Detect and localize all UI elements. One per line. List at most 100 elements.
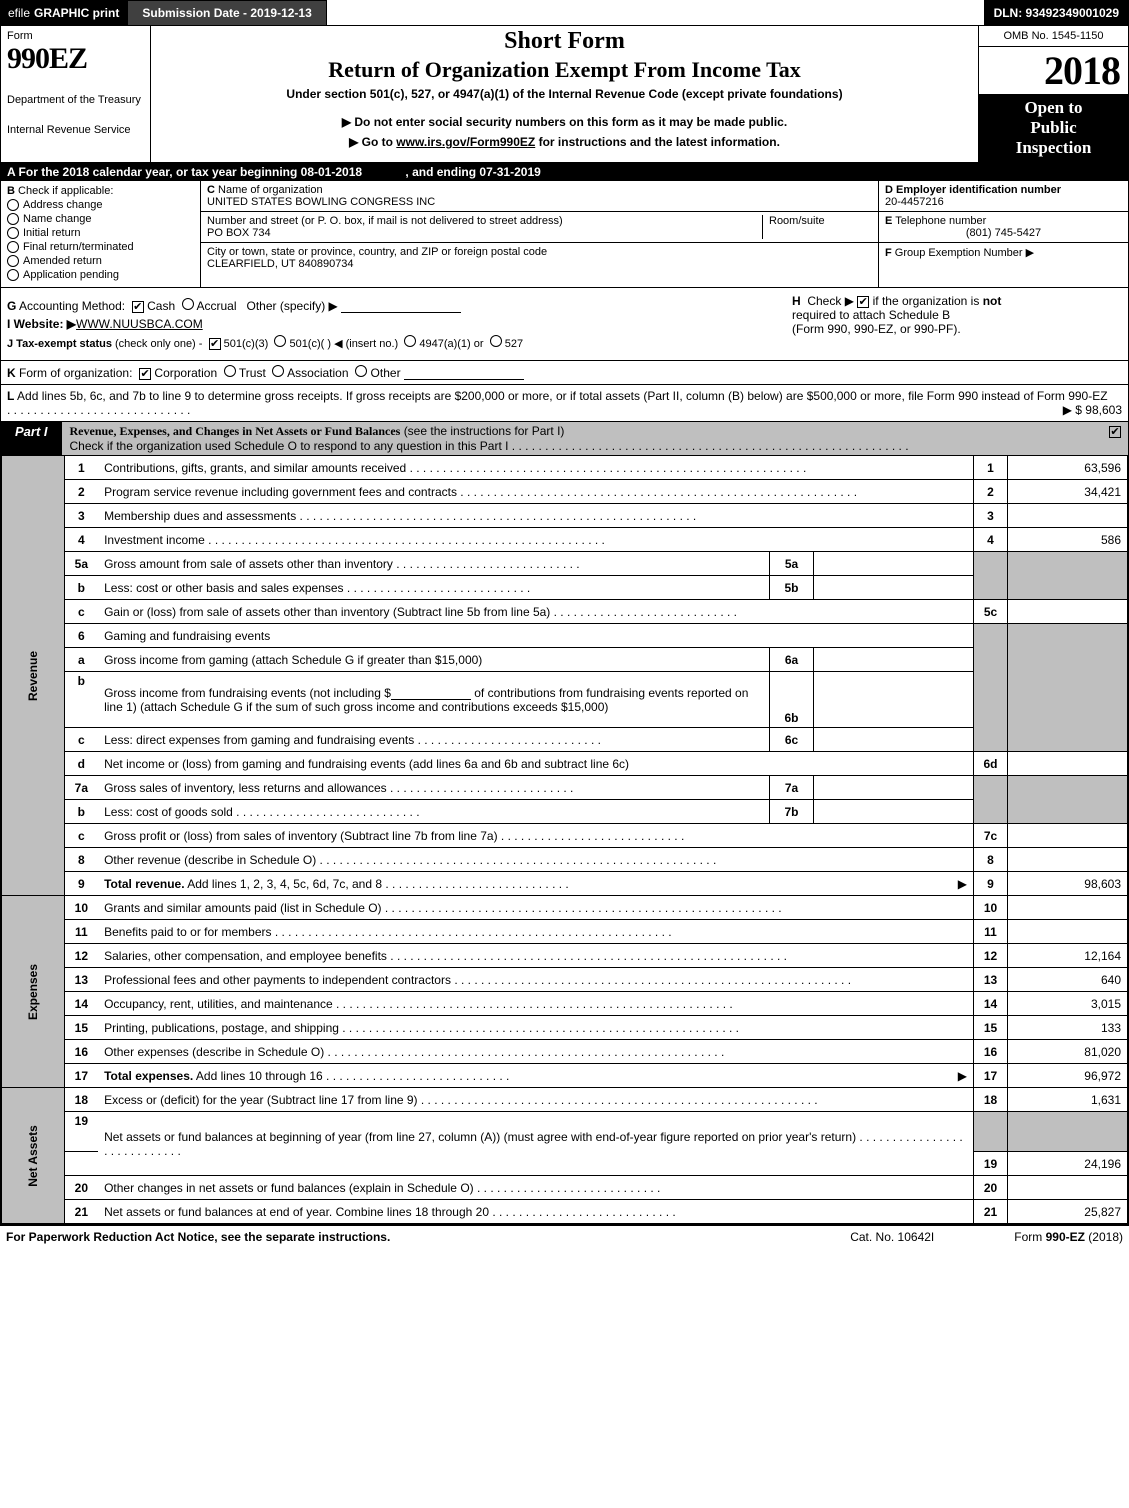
netassets-sidelabel: Net Assets bbox=[2, 1088, 65, 1224]
org-city-row: City or town, state or province, country… bbox=[201, 243, 878, 273]
checkbox-corp[interactable] bbox=[139, 368, 151, 380]
checkbox-h[interactable] bbox=[857, 296, 869, 308]
line9-value: 98,603 bbox=[1008, 872, 1128, 896]
omb-number: OMB No. 1545-1150 bbox=[979, 26, 1128, 47]
website-link[interactable]: WWW.NUUSBCA.COM bbox=[76, 317, 203, 331]
ssn-warning: ▶ Do not enter social security numbers o… bbox=[159, 115, 970, 129]
table-row: 11 Benefits paid to or for members 11 bbox=[2, 920, 1128, 944]
dept-treasury: Department of the Treasury bbox=[7, 94, 144, 106]
org-street-row: Number and street (or P. O. box, if mail… bbox=[201, 212, 878, 243]
checkbox-column: B Check if applicable: Address change Na… bbox=[1, 181, 201, 287]
filing-info-row: B Check if applicable: Address change Na… bbox=[1, 181, 1128, 288]
form-number: 990EZ bbox=[7, 42, 144, 76]
part1-check bbox=[1102, 422, 1128, 455]
org-name-row: C Name of organization UNITED STATES BOW… bbox=[201, 181, 878, 212]
table-row: c Less: direct expenses from gaming and … bbox=[2, 728, 1128, 752]
row-a-begin: A For the 2018 calendar year, or tax yea… bbox=[7, 165, 362, 179]
tax-year: 2018 bbox=[979, 47, 1128, 94]
table-row: a Gross income from gaming (attach Sched… bbox=[2, 648, 1128, 672]
submission-date-tab: Submission Date - 2019-12-13 bbox=[127, 0, 326, 26]
circle-icon[interactable] bbox=[7, 199, 19, 211]
l-amount: ▶ $ 98,603 bbox=[1063, 403, 1122, 417]
org-street: PO BOX 734 bbox=[207, 227, 271, 239]
ein-value: 20-4457216 bbox=[885, 196, 944, 208]
table-row: 17 Total expenses. Add lines 10 through … bbox=[2, 1064, 1128, 1088]
table-row: c Gross profit or (loss) from sales of i… bbox=[2, 824, 1128, 848]
topbar-spacer bbox=[327, 0, 984, 26]
circle-accrual[interactable] bbox=[182, 298, 194, 310]
other-specify-blank bbox=[341, 299, 461, 313]
circle-other[interactable] bbox=[355, 365, 367, 377]
circle-icon[interactable] bbox=[7, 227, 19, 239]
row-a-taxyear: A For the 2018 calendar year, or tax yea… bbox=[1, 163, 1128, 181]
b-label: B Check if applicable: bbox=[7, 185, 194, 197]
org-info-column: C Name of organization UNITED STATES BOW… bbox=[201, 181, 878, 287]
circle-527[interactable] bbox=[490, 335, 502, 347]
expenses-sidelabel: Expenses bbox=[2, 896, 65, 1088]
line4-value: 586 bbox=[1008, 528, 1128, 552]
checkbox-501c3[interactable] bbox=[209, 338, 221, 350]
table-row: 7a Gross sales of inventory, less return… bbox=[2, 776, 1128, 800]
i-website: I Website: ▶WWW.NUUSBCA.COM bbox=[7, 317, 784, 331]
form-label: Form bbox=[7, 30, 144, 42]
subtitle: Under section 501(c), 527, or 4947(a)(1)… bbox=[159, 87, 970, 101]
efile-prefix: efile bbox=[8, 6, 30, 20]
part1-header: Part I Revenue, Expenses, and Changes in… bbox=[1, 422, 1128, 455]
circle-assoc[interactable] bbox=[272, 365, 284, 377]
table-row: 20 Other changes in net assets or fund b… bbox=[2, 1176, 1128, 1200]
table-row: 9 Total revenue. Add lines 1, 2, 3, 4, 5… bbox=[2, 872, 1128, 896]
table-row: 4 Investment income 4 586 bbox=[2, 528, 1128, 552]
irs-link[interactable]: www.irs.gov/Form990EZ bbox=[396, 135, 535, 149]
l-dots bbox=[7, 403, 190, 417]
efile-tab: efile GRAPHIC print bbox=[0, 0, 127, 26]
circle-4947[interactable] bbox=[404, 335, 416, 347]
table-row: 12 Salaries, other compensation, and emp… bbox=[2, 944, 1128, 968]
form-container: Form 990EZ Department of the Treasury In… bbox=[0, 26, 1129, 1225]
checkbox-part1[interactable] bbox=[1109, 426, 1121, 438]
chk-amended: Amended return bbox=[7, 255, 194, 267]
phone-block: E Telephone number (801) 745-5427 bbox=[879, 212, 1128, 243]
table-row: Revenue 1 Contributions, gifts, grants, … bbox=[2, 456, 1128, 480]
goto-note: ▶ Go to www.irs.gov/Form990EZ for instru… bbox=[159, 135, 970, 149]
form-header: Form 990EZ Department of the Treasury In… bbox=[1, 26, 1128, 163]
paperwork-notice: For Paperwork Reduction Act Notice, see … bbox=[6, 1230, 850, 1244]
circle-icon[interactable] bbox=[7, 241, 19, 253]
line17-value: 96,972 bbox=[1008, 1064, 1128, 1088]
table-row: b Less: cost of goods sold 7b bbox=[2, 800, 1128, 824]
g-accounting: G Accounting Method: Cash Accrual Other … bbox=[7, 298, 784, 313]
phone-value: (801) 745-5427 bbox=[885, 227, 1122, 239]
circle-icon[interactable] bbox=[7, 269, 19, 281]
table-row: 13 Professional fees and other payments … bbox=[2, 968, 1128, 992]
circle-icon[interactable] bbox=[7, 255, 19, 267]
insp-line1: Open to bbox=[981, 98, 1126, 118]
table-row: c Gain or (loss) from sale of assets oth… bbox=[2, 600, 1128, 624]
circle-icon[interactable] bbox=[7, 213, 19, 225]
org-city: CLEARFIELD, UT 840890734 bbox=[207, 258, 354, 270]
line15-value: 133 bbox=[1008, 1016, 1128, 1040]
chk-address: Address change bbox=[7, 199, 194, 211]
chk-final: Final return/terminated bbox=[7, 241, 194, 253]
gh-block: G Accounting Method: Cash Accrual Other … bbox=[1, 288, 1128, 361]
table-row: 5a Gross amount from sale of assets othe… bbox=[2, 552, 1128, 576]
org-name: UNITED STATES BOWLING CONGRESS INC bbox=[207, 196, 435, 208]
table-row: 19 Net assets or fund balances at beginn… bbox=[2, 1112, 1128, 1152]
table-row: d Net income or (loss) from gaming and f… bbox=[2, 752, 1128, 776]
page-footer: For Paperwork Reduction Act Notice, see … bbox=[0, 1225, 1129, 1248]
table-row: 8 Other revenue (describe in Schedule O)… bbox=[2, 848, 1128, 872]
circle-501c[interactable] bbox=[274, 335, 286, 347]
j-tax-exempt: J Tax-exempt status (check only one) - 5… bbox=[7, 335, 784, 350]
line21-value: 25,827 bbox=[1008, 1200, 1128, 1224]
dln-label: DLN: 93492349001029 bbox=[984, 0, 1129, 26]
short-form-title: Short Form bbox=[159, 28, 970, 55]
checkbox-cash[interactable] bbox=[132, 301, 144, 313]
table-row: 3 Membership dues and assessments 3 bbox=[2, 504, 1128, 528]
part1-dots bbox=[508, 439, 908, 453]
dept-irs: Internal Revenue Service bbox=[7, 124, 144, 136]
line12-value: 12,164 bbox=[1008, 944, 1128, 968]
table-row: 21 Net assets or fund balances at end of… bbox=[2, 1200, 1128, 1224]
l-row: L Add lines 5b, 6c, and 7b to line 9 to … bbox=[1, 385, 1128, 422]
group-exemption-block: F Group Exemption Number ▶ bbox=[879, 243, 1128, 262]
revenue-sidelabel: Revenue bbox=[2, 456, 65, 896]
circle-trust[interactable] bbox=[224, 365, 236, 377]
cat-no: Cat. No. 10642I bbox=[850, 1230, 934, 1244]
